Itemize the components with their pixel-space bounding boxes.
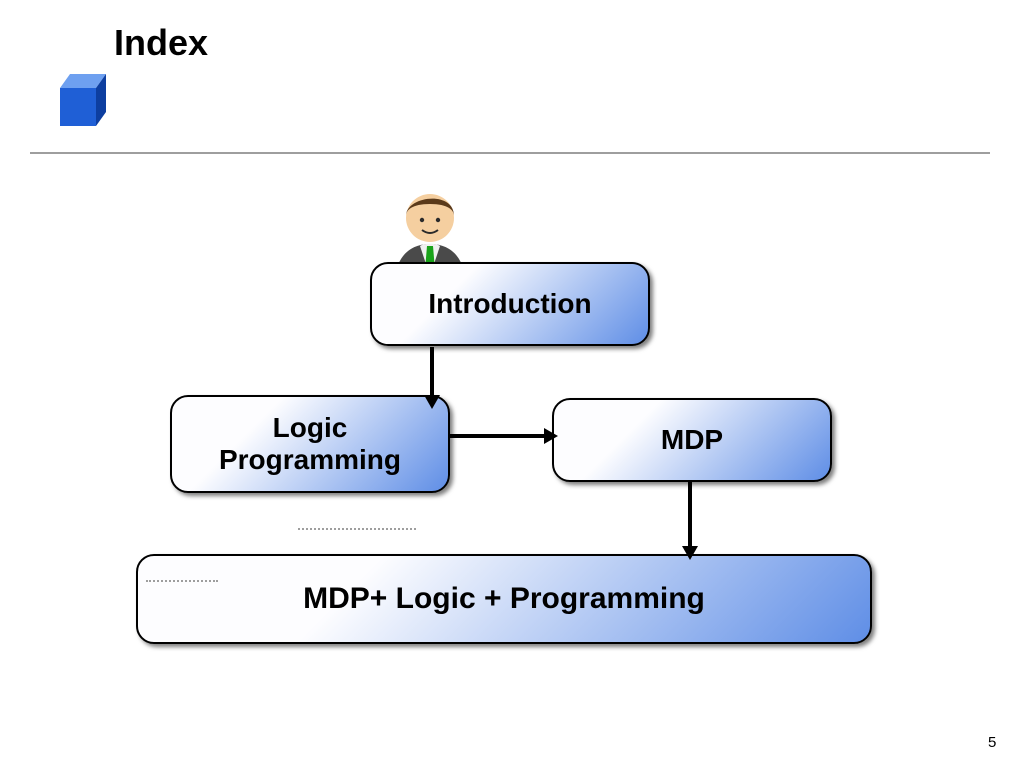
- node-logic-programming: LogicProgramming: [170, 395, 450, 493]
- node-mdp: MDP: [552, 398, 832, 482]
- node-mdp-label: MDP: [661, 424, 723, 456]
- arrow-intro-to-logic-head: [424, 395, 440, 409]
- dotted-line-2: [146, 580, 218, 582]
- page-number: 5: [988, 734, 996, 751]
- arrow-logic-to-mdp-head: [544, 428, 558, 444]
- arrow-logic-to-mdp: [450, 434, 546, 438]
- arrow-mdp-to-bottom-head: [682, 546, 698, 560]
- slide-root: Index Introduction LogicProgramming M: [0, 0, 1024, 768]
- arrow-mdp-to-bottom: [688, 482, 692, 548]
- node-mdp-logic-programming-label: MDP+ Logic + Programming: [303, 582, 705, 617]
- arrow-intro-to-logic: [430, 347, 434, 397]
- node-mdp-logic-programming: MDP+ Logic + Programming: [136, 554, 872, 644]
- node-introduction: Introduction: [370, 262, 650, 346]
- dotted-line-1: [298, 528, 416, 530]
- node-logic-programming-label: LogicProgramming: [219, 412, 401, 476]
- page-title: Index: [114, 22, 208, 64]
- title-divider: [30, 152, 990, 154]
- node-introduction-label: Introduction: [428, 288, 591, 320]
- bullet-cube-icon: [52, 66, 122, 141]
